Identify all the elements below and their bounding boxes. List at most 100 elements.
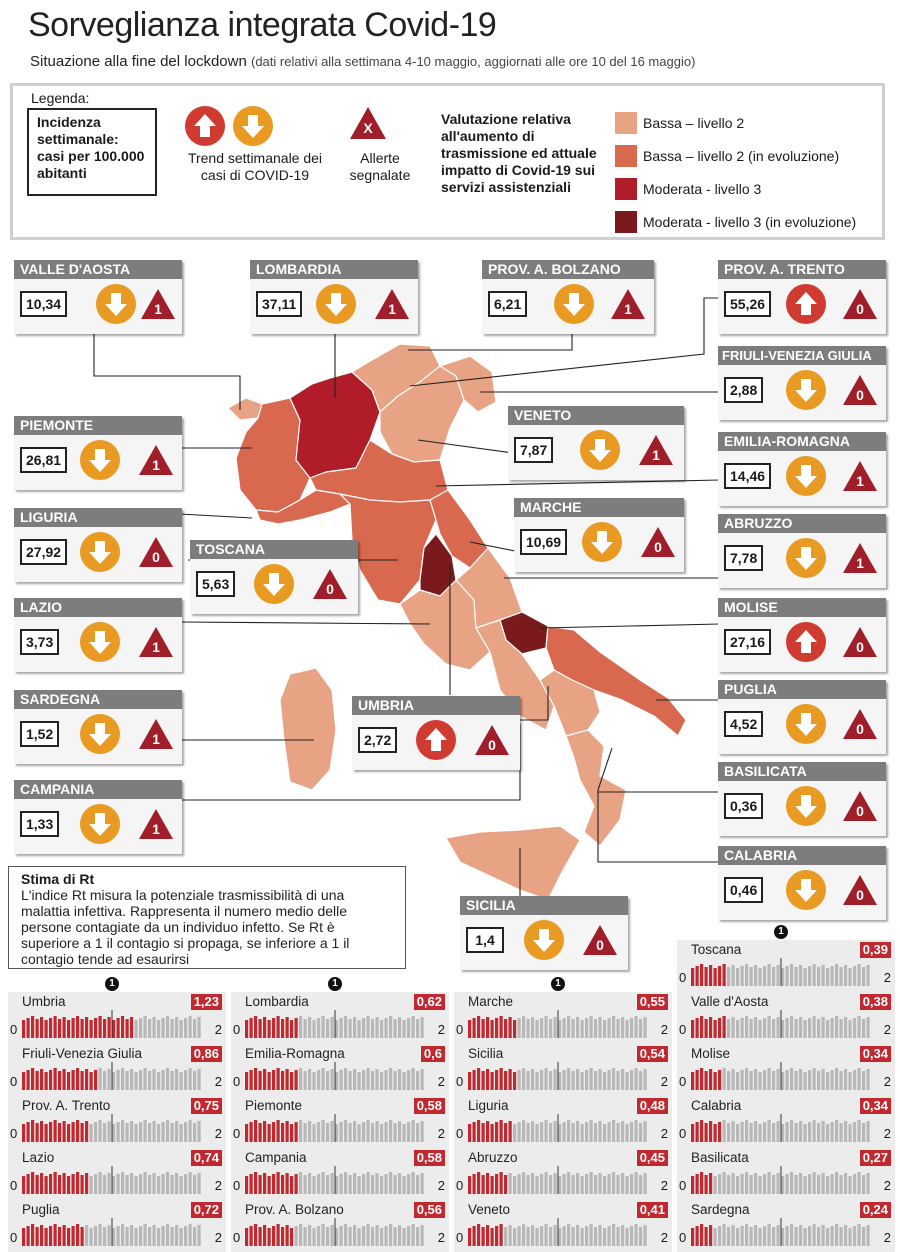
rt-bar: [722, 1120, 726, 1142]
rt-bar: [727, 967, 731, 986]
trend-down-icon: [786, 456, 826, 496]
rt-bar: [495, 1226, 499, 1246]
rt-bar: [709, 1017, 713, 1038]
rt-bar: [89, 1228, 93, 1246]
rt-bar: [754, 1173, 758, 1194]
rt-bar: [98, 1224, 102, 1246]
rt-bar: [335, 1072, 339, 1090]
alert-count: 0: [152, 549, 160, 565]
rt-bar: [794, 1019, 798, 1038]
subtitle-note: (dati relativi alla settimana 4-10 maggi…: [250, 54, 696, 69]
rt-bar: [544, 1172, 548, 1194]
rt-bar: [817, 1123, 821, 1142]
rt-bars: [468, 1218, 647, 1246]
rt-bar: [263, 1225, 267, 1246]
map-friuli: [439, 355, 497, 413]
region-incidence: 1,33: [20, 811, 60, 837]
rt-bar: [303, 1019, 307, 1038]
rt-bar: [472, 1174, 476, 1194]
trend-down-icon: [786, 370, 826, 410]
alert-icon: 0: [842, 288, 878, 320]
rt-bar: [830, 966, 834, 986]
rt-bar: [161, 1122, 165, 1142]
rt-chart: Umbria 1,23 0 2: [8, 992, 226, 1044]
rt-bar: [853, 1226, 857, 1246]
rt-bar: [389, 1068, 393, 1090]
rt-bar: [767, 1172, 771, 1194]
rt-bar: [549, 1019, 553, 1038]
rt-bar: [621, 1121, 625, 1142]
rt-bar: [704, 1071, 708, 1090]
alert-icon: 1: [138, 808, 174, 840]
rt-bar: [839, 1123, 843, 1142]
rt-axis-min: 0: [456, 1074, 464, 1089]
rt-bar: [763, 1174, 767, 1194]
legend-level-4: Moderata - livello 3 (in evoluzione): [615, 211, 856, 233]
rt-bar: [598, 1069, 602, 1090]
rt-bar: [134, 1072, 138, 1090]
rt-bar: [420, 1225, 424, 1246]
rt-bar: [603, 1020, 607, 1038]
rt-bar: [700, 1016, 704, 1038]
rt-chart: Veneto 0,41 0 2: [454, 1200, 672, 1252]
rt-bar: [170, 1175, 174, 1194]
rt-axis-max: 2: [214, 1126, 222, 1141]
rt-bar: [53, 1016, 57, 1038]
rt-bar: [580, 1124, 584, 1142]
alert-count: 1: [652, 447, 660, 463]
rt-bar: [258, 1175, 262, 1194]
rt-bar: [130, 1069, 134, 1090]
rt-bar: [549, 1071, 553, 1090]
rt-bar: [85, 1173, 89, 1194]
legend-level-1: Bassa – livello 2: [615, 112, 744, 134]
rt-bar: [794, 1175, 798, 1194]
rt-bar: [416, 1019, 420, 1038]
rt-bar: [112, 1020, 116, 1038]
rt-bar: [571, 1227, 575, 1246]
region-name: FRIULI-VENEZIA GIULIA: [718, 346, 886, 365]
rt-bar: [767, 1120, 771, 1142]
region-name: VENETO: [508, 406, 684, 425]
rt-bar: [740, 1226, 744, 1246]
rt-bar: [727, 1123, 731, 1142]
trend-up-icon: [786, 284, 826, 324]
region-box-campania: CAMPANIA 1,33 1: [14, 780, 182, 854]
alert-count: 1: [152, 821, 160, 837]
rt-bar: [166, 1016, 170, 1038]
rt-bar: [148, 1019, 152, 1038]
rt-bar: [794, 967, 798, 986]
region-incidence: 26,81: [20, 447, 68, 473]
rt-bar: [393, 1227, 397, 1246]
region-box-sardegna: SARDEGNA 1,52 1: [14, 690, 182, 764]
rt-chart: Toscana 0,39 0 2: [677, 940, 895, 992]
rt-bar: [643, 1069, 647, 1090]
rt-bar: [866, 1017, 870, 1038]
region-incidence: 4,52: [724, 711, 764, 737]
rt-bar: [40, 1069, 44, 1090]
alert-icon: 0: [842, 874, 878, 906]
alert-icon: 1: [638, 434, 674, 466]
rt-bar: [143, 1172, 147, 1194]
region-incidence: 2,72: [358, 727, 398, 753]
rt-bar: [85, 1069, 89, 1090]
region-name: CALABRIA: [718, 846, 886, 865]
region-incidence: 37,11: [256, 291, 303, 317]
rt-bar: [740, 1070, 744, 1090]
rt-threshold-marker: 1: [105, 977, 119, 991]
rt-bar: [740, 1174, 744, 1194]
rt-chart: Marche 0,55 0 2: [454, 992, 672, 1044]
rt-bar: [44, 1072, 48, 1090]
rt-chart: Valle d'Aosta 0,38 0 2: [677, 992, 895, 1044]
rt-bar: [193, 1071, 197, 1090]
rt-bar: [612, 1068, 616, 1090]
rt-bar: [53, 1120, 57, 1142]
rt-bar: [535, 1072, 539, 1090]
alert-count: 0: [596, 937, 604, 953]
rt-bar: [495, 1122, 499, 1142]
rt-bar: [844, 1069, 848, 1090]
rt-bar: [839, 967, 843, 986]
rt-value-label: 0,34: [859, 1046, 891, 1062]
rt-value-label: 0,6: [420, 1046, 445, 1062]
rt-chart-region: Liguria: [468, 1098, 509, 1113]
rt-bar: [754, 1017, 758, 1038]
